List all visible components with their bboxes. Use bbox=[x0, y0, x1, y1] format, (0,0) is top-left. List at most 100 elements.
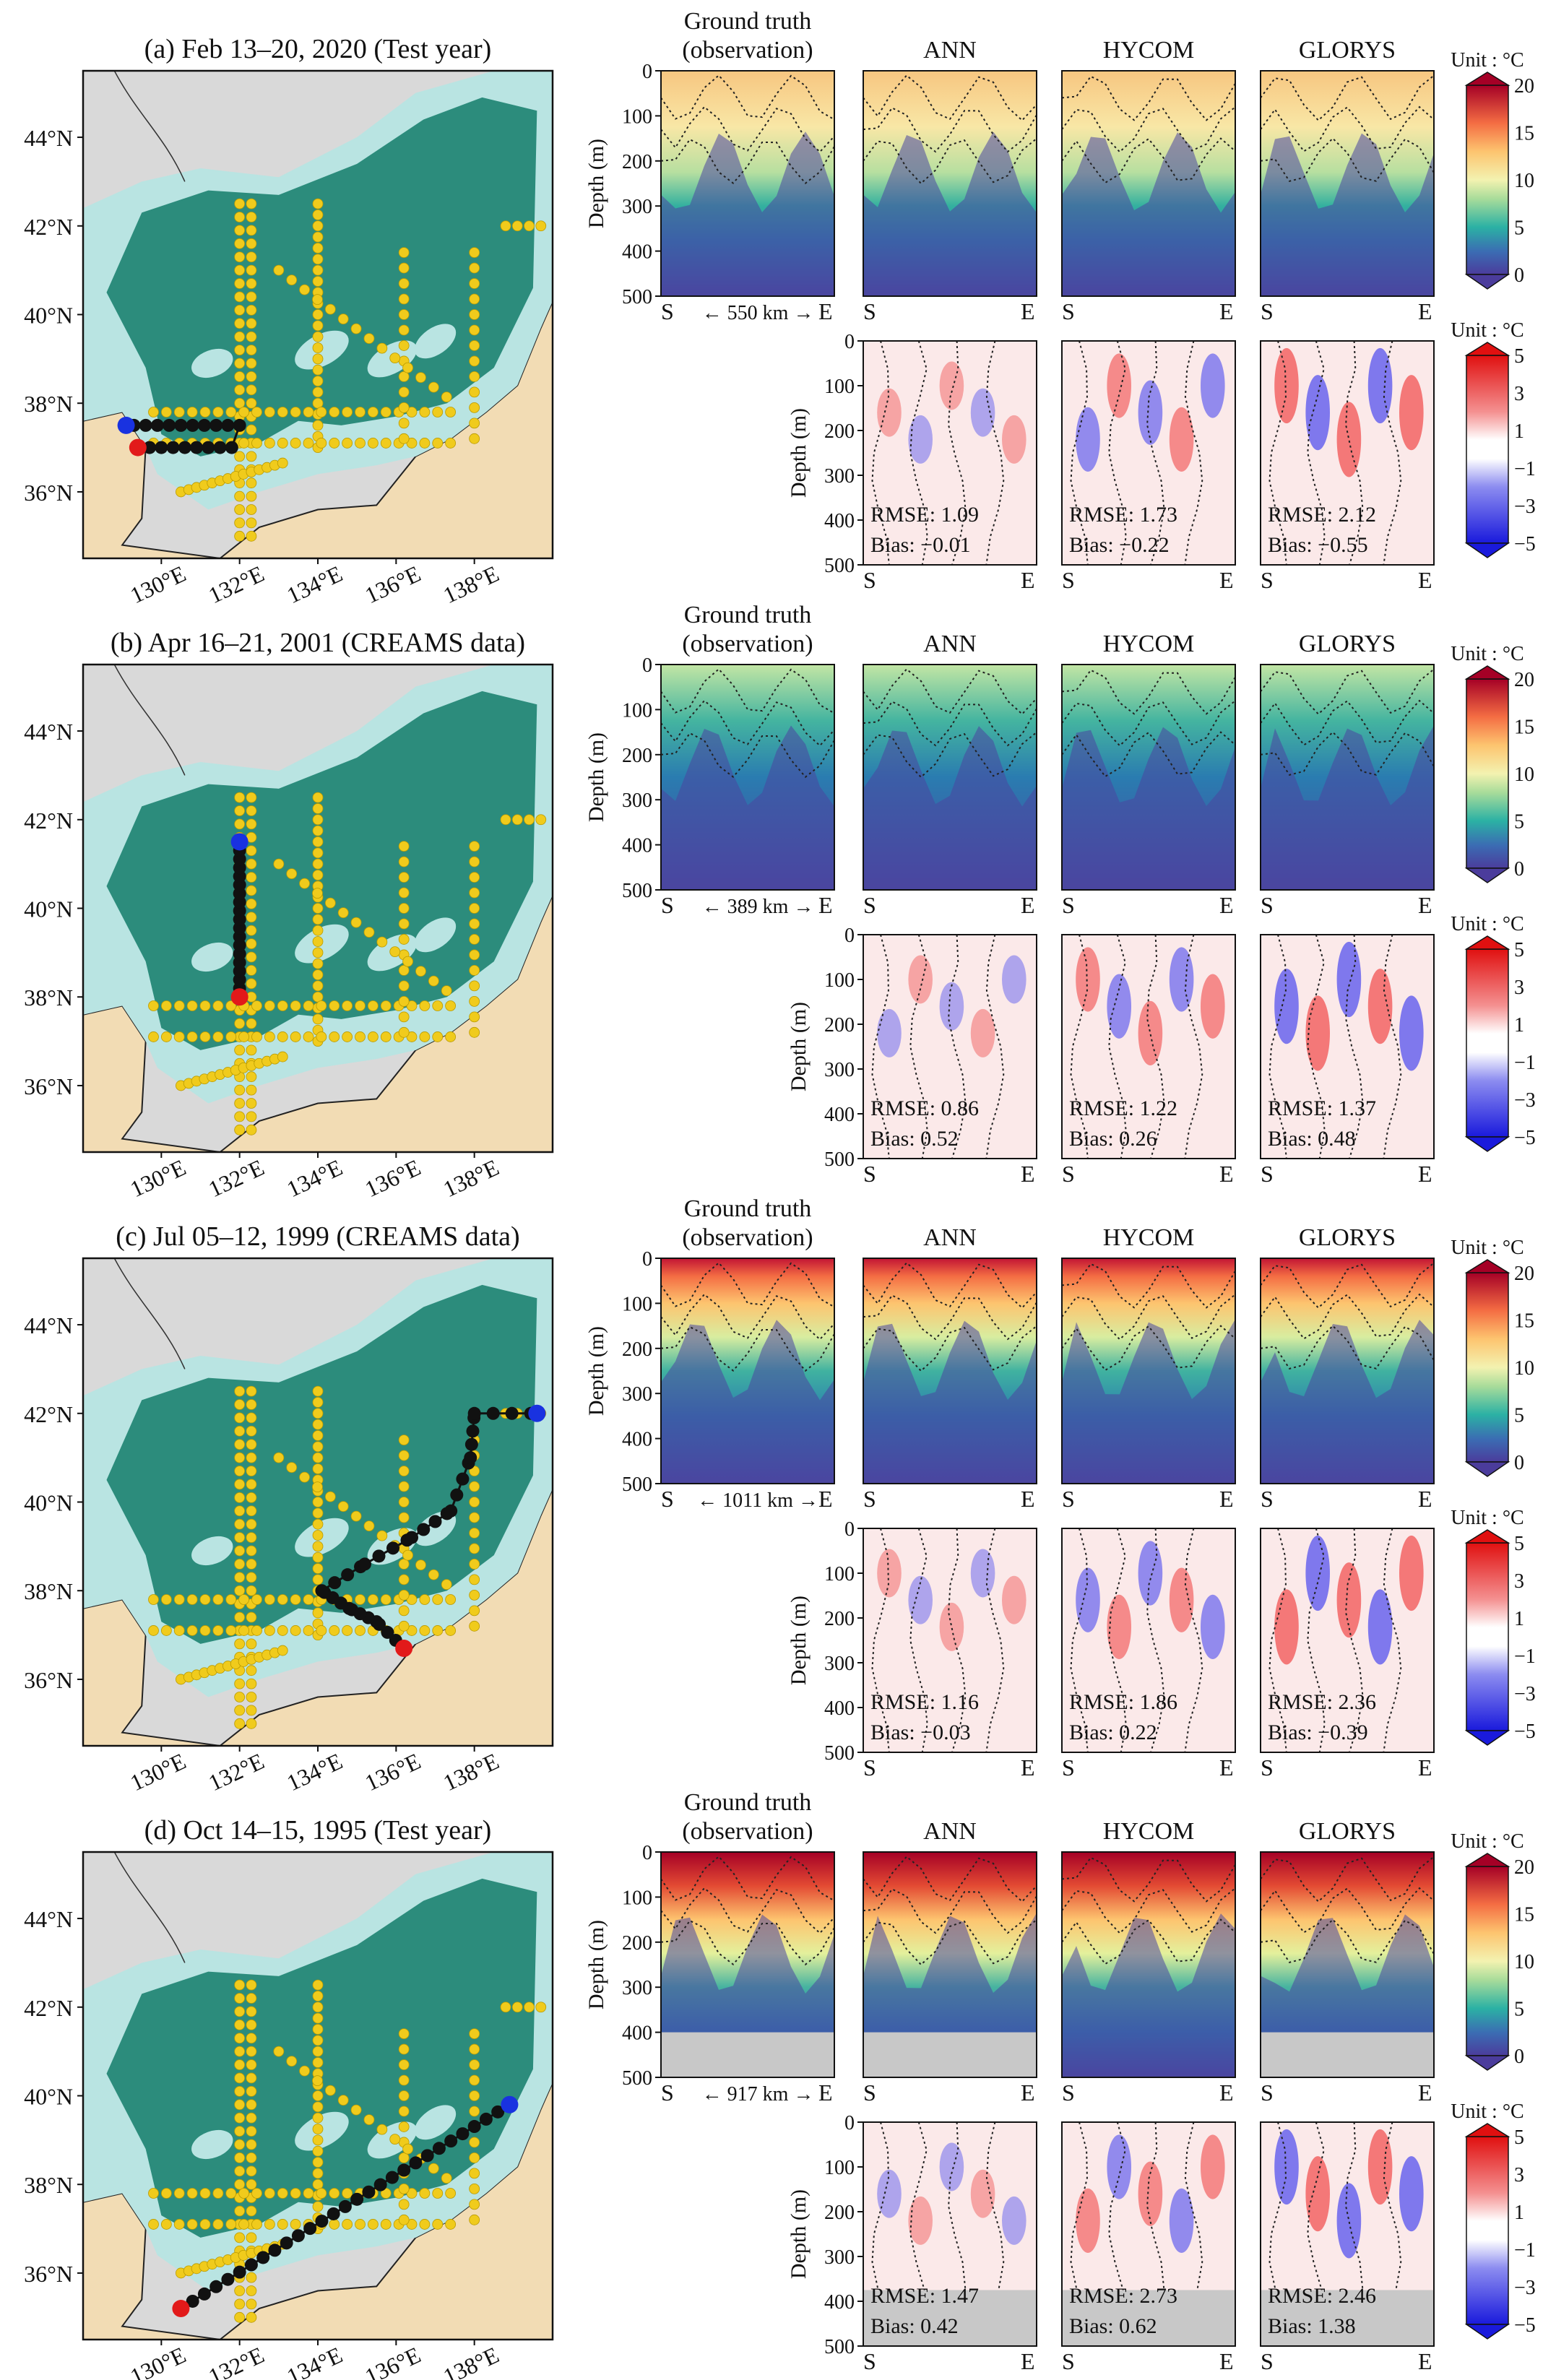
station-dot bbox=[363, 333, 375, 345]
colorbar-tick-label: 10 bbox=[1514, 1357, 1534, 1380]
station-dot bbox=[329, 407, 340, 417]
isotherm bbox=[1061, 700, 1236, 747]
track-station bbox=[268, 2243, 282, 2257]
station-dot bbox=[246, 1518, 257, 1530]
negative-bias-region bbox=[1305, 375, 1330, 451]
lat-tick-label: 40°N bbox=[24, 303, 73, 329]
station-dot bbox=[398, 1512, 410, 1523]
track-station bbox=[202, 441, 215, 454]
station-dot bbox=[277, 1645, 288, 1656]
lon-tick-label: 134°E bbox=[282, 1154, 346, 1203]
track-station bbox=[190, 441, 204, 454]
station-dot bbox=[246, 318, 257, 329]
negative-bias-region bbox=[1367, 1589, 1393, 1665]
track-station bbox=[341, 1568, 355, 1582]
isotherm bbox=[1260, 74, 1435, 122]
station-dot bbox=[329, 2188, 340, 2199]
station-dot bbox=[469, 1589, 480, 1601]
station-dot bbox=[173, 1594, 185, 1605]
track-station bbox=[328, 1576, 342, 1590]
station-dot bbox=[312, 1507, 324, 1519]
station-dot bbox=[246, 517, 257, 529]
station-dot bbox=[329, 1625, 340, 1636]
rmse-label: RMSE: 1.22 bbox=[1069, 1096, 1177, 1120]
station-dot bbox=[277, 1000, 288, 1011]
station-dot bbox=[398, 1559, 410, 1570]
colorbar-tick-label: −5 bbox=[1514, 1721, 1536, 1743]
start-label: S bbox=[1062, 1754, 1075, 1780]
isotherm bbox=[863, 138, 1037, 185]
station-dot bbox=[234, 1692, 246, 1702]
track-station bbox=[209, 2280, 223, 2293]
station-dot bbox=[398, 386, 410, 398]
station-dot bbox=[246, 1505, 257, 1517]
difference-section bbox=[863, 1528, 1037, 1752]
depth-tick-label: 0 bbox=[642, 61, 652, 83]
isotherm bbox=[1260, 699, 1435, 746]
colorbar-tick-label: 3 bbox=[1514, 383, 1524, 405]
station-dot bbox=[234, 1399, 246, 1410]
station-dot bbox=[246, 251, 257, 263]
positive-bias-region bbox=[1201, 2134, 1225, 2199]
cold-water-layer bbox=[863, 1320, 1037, 1484]
station-dot bbox=[469, 856, 480, 867]
station-dot bbox=[316, 1000, 327, 1011]
seamount bbox=[414, 917, 457, 953]
station-dot bbox=[469, 278, 480, 289]
station-dot bbox=[148, 1625, 159, 1636]
depth-tick-label: 100 bbox=[824, 969, 855, 992]
end-label: E bbox=[1219, 567, 1234, 593]
station-dot bbox=[312, 925, 324, 936]
station-dot bbox=[234, 2178, 246, 2190]
station-dot bbox=[173, 1031, 185, 1042]
station-dot bbox=[234, 451, 246, 462]
station-dot bbox=[312, 1441, 324, 1453]
station-dot bbox=[367, 1031, 379, 1042]
station-dot bbox=[246, 2232, 257, 2243]
end-label: E bbox=[1021, 2080, 1035, 2106]
section-frame bbox=[660, 1258, 835, 1484]
station-dot bbox=[312, 836, 324, 847]
cold-water-layer bbox=[661, 725, 834, 890]
isotherm bbox=[1061, 1918, 1236, 1965]
station-dot bbox=[225, 1031, 237, 1042]
station-dot bbox=[415, 372, 426, 384]
station-dot bbox=[251, 1031, 262, 1042]
station-dot bbox=[329, 438, 340, 449]
track-station bbox=[444, 2134, 458, 2148]
positive-bias-region bbox=[1274, 1589, 1299, 1665]
lon-tick-label: 130°E bbox=[126, 1154, 190, 1203]
station-dot bbox=[398, 1574, 410, 1585]
station-dot bbox=[246, 238, 257, 249]
track-station bbox=[405, 1531, 418, 1544]
station-dot bbox=[234, 2285, 246, 2296]
station-dot bbox=[246, 2311, 257, 2323]
no-data-area bbox=[1261, 2290, 1434, 2346]
station-dot bbox=[367, 407, 379, 417]
station-dot bbox=[312, 2134, 324, 2146]
station-dot bbox=[246, 1718, 257, 1729]
track-station bbox=[178, 441, 191, 454]
station-dot bbox=[419, 438, 431, 449]
station-dot bbox=[469, 2152, 480, 2163]
negative-bias-region bbox=[970, 388, 995, 437]
colorbar-tick-label: 5 bbox=[1514, 811, 1524, 834]
station-dot bbox=[469, 2214, 480, 2225]
station-dot bbox=[428, 2163, 439, 2174]
station-dot bbox=[312, 1419, 324, 1430]
station-dot bbox=[148, 2188, 159, 2199]
negative-bias-region bbox=[1076, 407, 1100, 472]
lon-tick-label: 132°E bbox=[204, 1154, 268, 1203]
station-dot bbox=[299, 878, 310, 889]
section-frame bbox=[863, 664, 1037, 891]
station-dot bbox=[246, 1692, 257, 1702]
station-dot bbox=[380, 1594, 392, 1605]
station-dot bbox=[246, 1018, 257, 1029]
negative-bias-region bbox=[1169, 947, 1194, 1012]
station-dot bbox=[312, 376, 324, 386]
station-dot bbox=[398, 2028, 410, 2039]
rmse-label: RMSE: 1.47 bbox=[870, 2284, 979, 2308]
start-label: S bbox=[863, 2348, 876, 2374]
station-dot bbox=[234, 1611, 246, 1623]
negative-bias-region bbox=[1274, 2129, 1299, 2205]
